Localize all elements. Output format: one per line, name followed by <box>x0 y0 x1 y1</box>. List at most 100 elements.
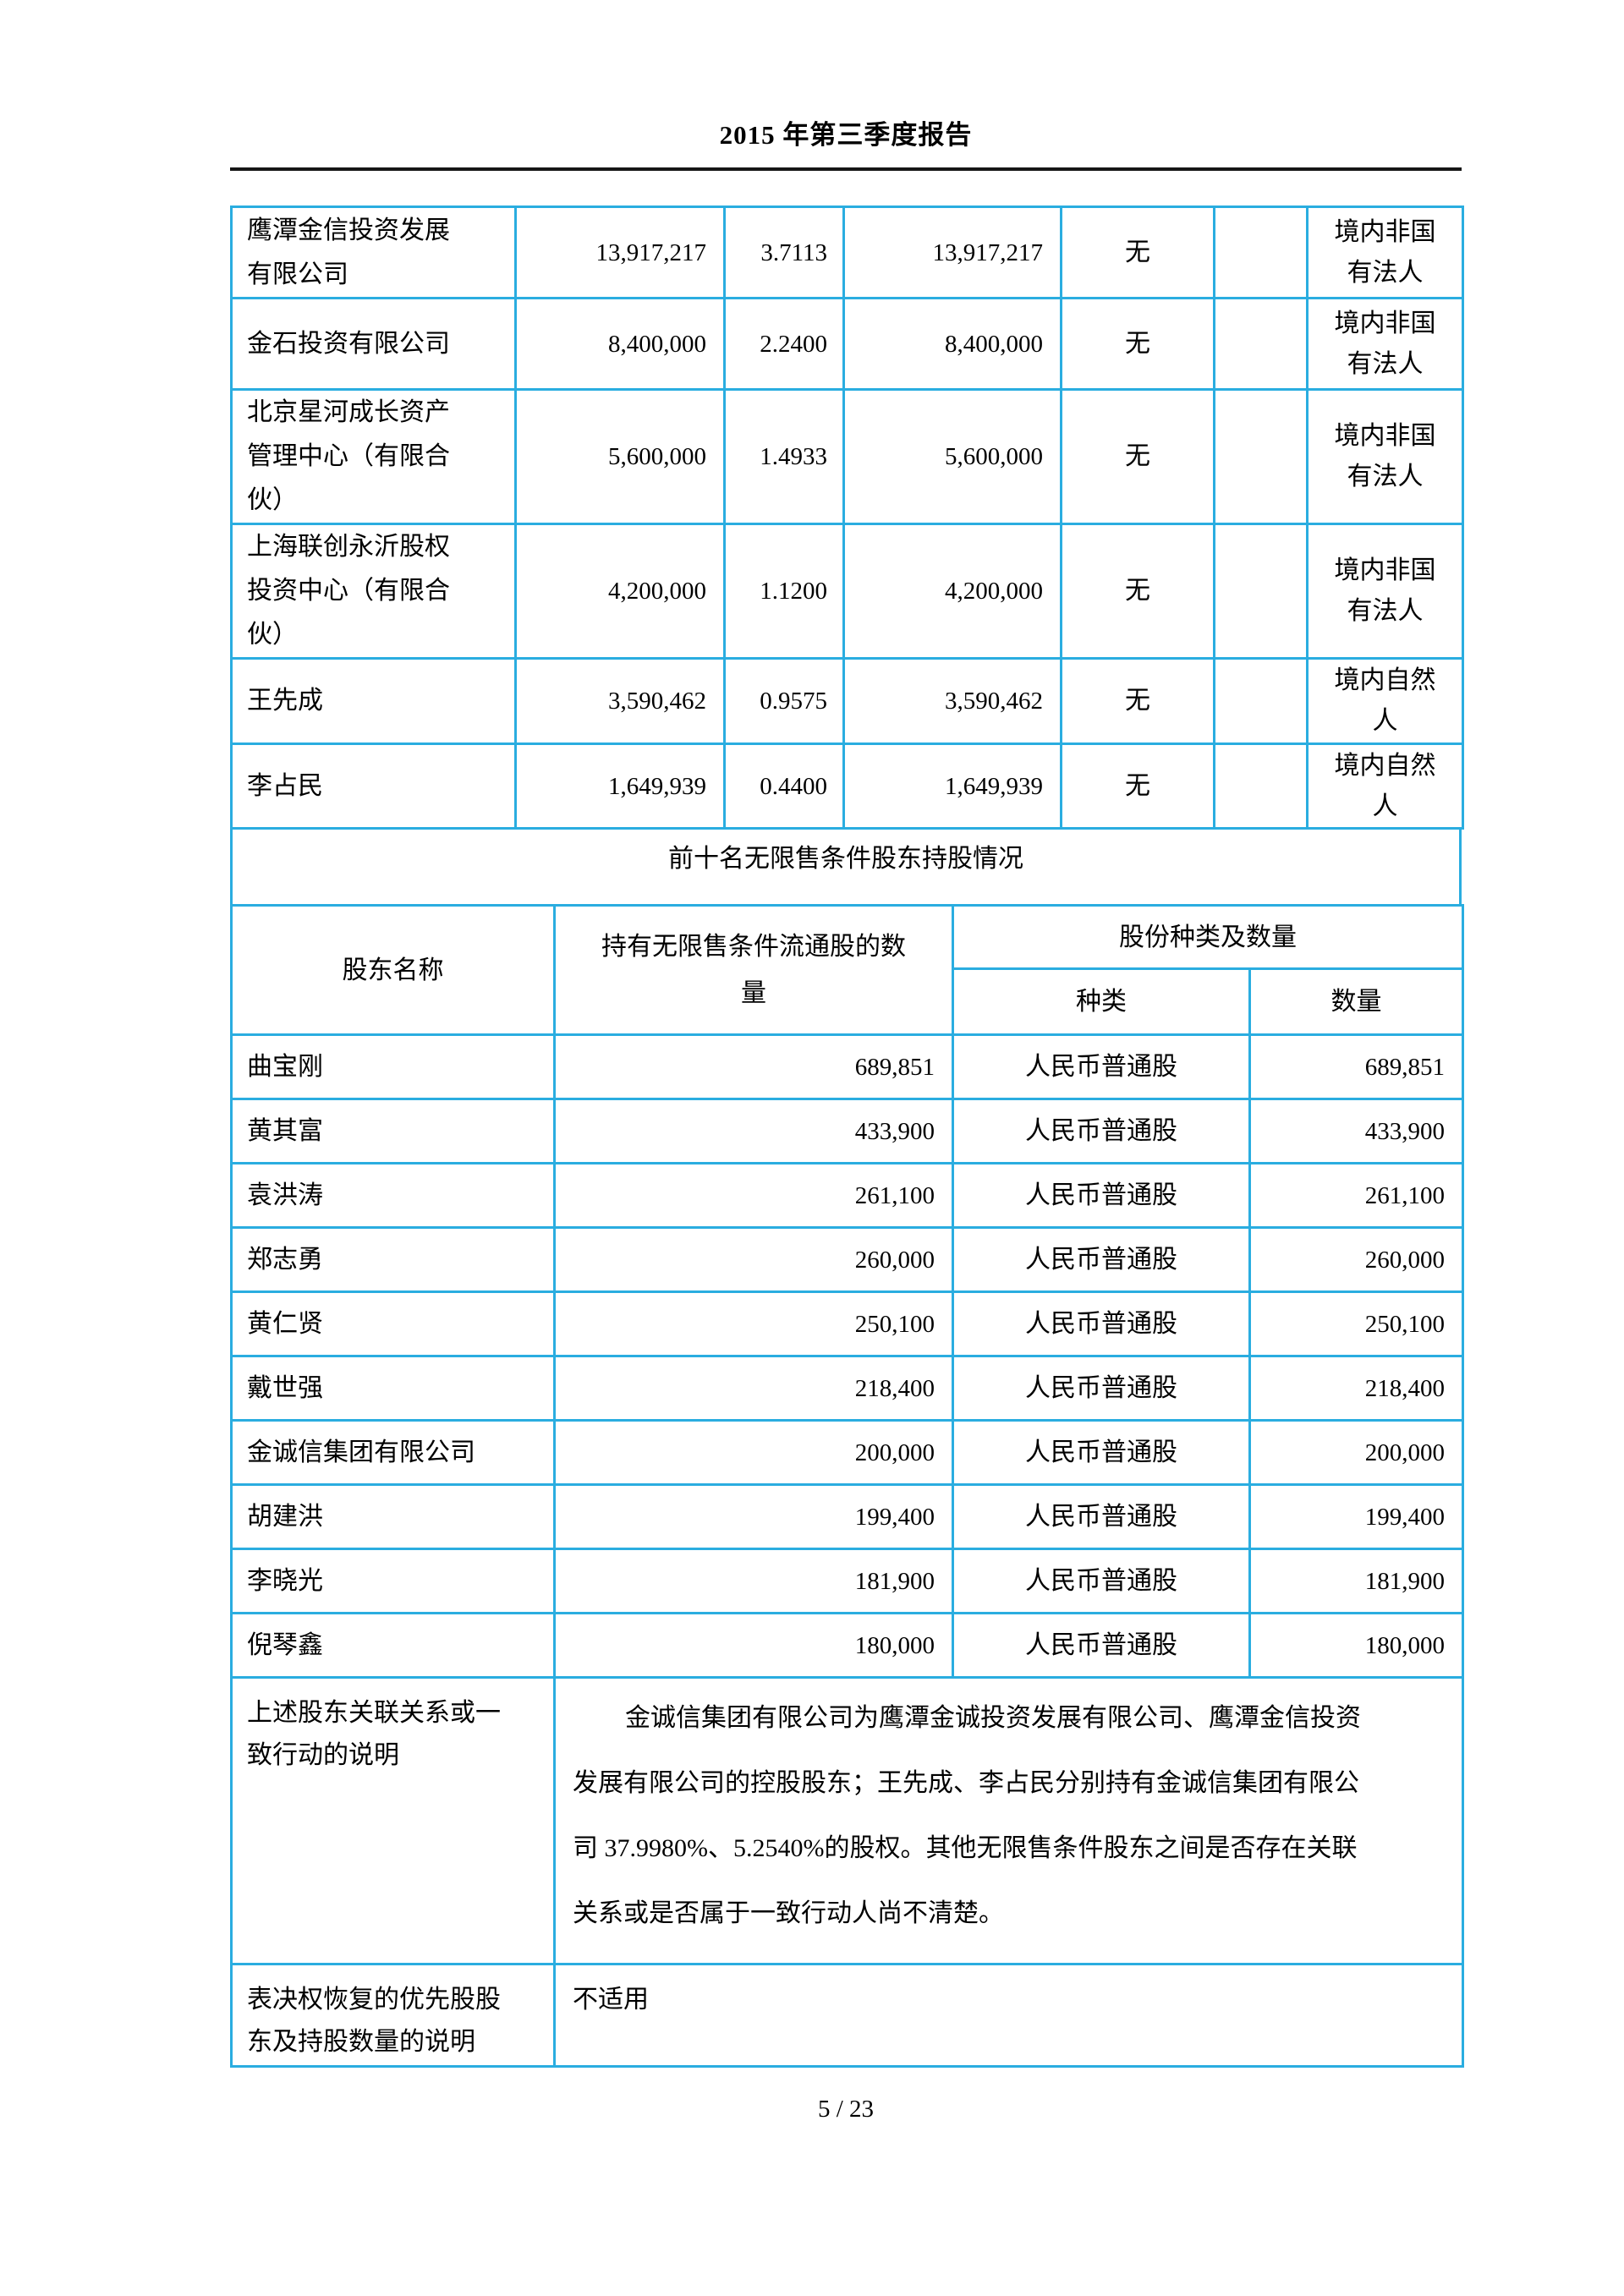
cell-shareholder-name: 鹰潭金信投资发展 有限公司 <box>230 205 517 299</box>
cell-shareholder-name: 北京星河成长资产 管理中心（有限合 伙） <box>230 388 517 525</box>
notes-table: 上述股东关联关系或一 致行动的说明 金诚信集团有限公司为鹰潭金诚投资发展有限公司… <box>230 1676 1464 2068</box>
section-banner-title: 前十名无限售条件股东持股情况 <box>230 827 1462 907</box>
cell-shares-held: 13,917,217 <box>514 205 726 299</box>
table-row: 王先成 3,590,462 0.9575 3,590,462 无 境内自然 人 <box>230 657 1464 745</box>
cell-shares-held: 3,590,462 <box>514 657 726 745</box>
cell-unrestricted-qty: 200,000 <box>553 1419 954 1486</box>
restricted-shareholders-table: 鹰潭金信投资发展 有限公司 13,917,217 3.7113 13,917,2… <box>230 205 1464 830</box>
cell-shareholder-name: 郑志勇 <box>230 1226 556 1293</box>
cell-share-amount: 181,900 <box>1248 1548 1464 1614</box>
cell-shareholder-name: 黄其富 <box>230 1098 556 1164</box>
cell-share-type: 人民币普通股 <box>952 1290 1251 1357</box>
cell-shareholder-name: 黄仁贤 <box>230 1290 556 1357</box>
cell-share-amount: 250,100 <box>1248 1290 1464 1357</box>
cell-pledge-status: 无 <box>1060 297 1215 391</box>
cell-holding-ratio: 0.4400 <box>723 743 845 830</box>
table-row: 郑志勇 260,000 人民币普通股 260,000 <box>230 1226 1464 1293</box>
table-header-row: 股东名称 持有无限售条件流通股的数 量 股份种类及数量 <box>230 904 1464 1036</box>
report-title: 2015 年第三季度报告 <box>719 120 973 150</box>
cell-shareholder-nature: 境内非国 有法人 <box>1306 297 1464 391</box>
cell-shareholder-name: 戴世强 <box>230 1355 556 1422</box>
cell-pledge-qty <box>1213 205 1309 299</box>
header-share-type-group: 股份种类及数量 <box>952 904 1464 970</box>
cell-share-amount: 433,900 <box>1248 1098 1464 1164</box>
cell-shareholder-name: 袁洪涛 <box>230 1162 556 1229</box>
cell-unrestricted-shares: 3,590,462 <box>842 657 1062 745</box>
cell-unrestricted-qty: 181,900 <box>553 1548 954 1614</box>
cell-pledge-qty <box>1213 523 1309 660</box>
cell-pledge-status: 无 <box>1060 657 1215 745</box>
cell-shareholder-name: 金诚信集团有限公司 <box>230 1419 556 1486</box>
table-row: 前十名无限售条件股东持股情况 <box>230 827 1462 907</box>
cell-holding-ratio: 1.4933 <box>723 388 845 525</box>
page-number: 5 / 23 <box>817 2096 875 2123</box>
relation-note-label: 上述股东关联关系或一 致行动的说明 <box>230 1676 556 1965</box>
cell-share-amount: 199,400 <box>1248 1483 1464 1550</box>
table-header-row: 种类 数量 <box>232 967 1464 1036</box>
cell-share-type: 人民币普通股 <box>952 1162 1251 1229</box>
header-share-amount: 数量 <box>1248 967 1464 1036</box>
cell-holding-ratio: 2.2400 <box>723 297 845 391</box>
cell-share-type: 人民币普通股 <box>952 1483 1251 1550</box>
cell-share-type: 人民币普通股 <box>952 1226 1251 1293</box>
cell-shareholder-name: 王先成 <box>230 657 517 745</box>
table-row: 金诚信集团有限公司 200,000 人民币普通股 200,000 <box>230 1419 1464 1486</box>
table-row: 黄其富 433,900 人民币普通股 433,900 <box>230 1098 1464 1164</box>
cell-holding-ratio: 0.9575 <box>723 657 845 745</box>
cell-unrestricted-qty: 180,000 <box>553 1612 954 1679</box>
section-banner: 前十名无限售条件股东持股情况 <box>230 827 1462 907</box>
cell-unrestricted-qty: 689,851 <box>553 1033 954 1100</box>
cell-shares-held: 4,200,000 <box>514 523 726 660</box>
header-share-type: 种类 <box>952 967 1251 1036</box>
cell-shareholder-name: 曲宝刚 <box>230 1033 556 1100</box>
cell-share-type: 人民币普通股 <box>952 1419 1251 1486</box>
cell-unrestricted-qty: 433,900 <box>553 1098 954 1164</box>
header-rule <box>230 167 1462 171</box>
cell-shares-held: 8,400,000 <box>514 297 726 391</box>
cell-share-amount: 218,400 <box>1248 1355 1464 1422</box>
cell-shareholder-nature: 境内自然 人 <box>1306 657 1464 745</box>
cell-unrestricted-shares: 5,600,000 <box>842 388 1062 525</box>
table-row: 黄仁贤 250,100 人民币普通股 250,100 <box>230 1290 1464 1357</box>
cell-unrestricted-shares: 13,917,217 <box>842 205 1062 299</box>
cell-pledge-qty <box>1213 743 1309 830</box>
table-row: 袁洪涛 261,100 人民币普通股 261,100 <box>230 1162 1464 1229</box>
cell-shares-held: 5,600,000 <box>514 388 726 525</box>
cell-share-amount: 200,000 <box>1248 1419 1464 1486</box>
cell-pledge-qty <box>1213 388 1309 525</box>
cell-shareholder-name: 胡建洪 <box>230 1483 556 1550</box>
header-shareholder-name: 股东名称 <box>230 904 556 1036</box>
table-row: 鹰潭金信投资发展 有限公司 13,917,217 3.7113 13,917,2… <box>230 205 1464 299</box>
preferred-note-label: 表决权恢复的优先股股 东及持股数量的说明 <box>230 1963 556 2068</box>
cell-pledge-status: 无 <box>1060 523 1215 660</box>
cell-shareholder-nature: 境内非国 有法人 <box>1306 388 1464 525</box>
cell-share-amount: 260,000 <box>1248 1226 1464 1293</box>
cell-shareholder-name: 倪琴鑫 <box>230 1612 556 1679</box>
cell-pledge-status: 无 <box>1060 388 1215 525</box>
cell-share-amount: 689,851 <box>1248 1033 1464 1100</box>
cell-share-type: 人民币普通股 <box>952 1548 1251 1614</box>
cell-shareholder-nature: 境内非国 有法人 <box>1306 523 1464 660</box>
cell-pledge-status: 无 <box>1060 205 1215 299</box>
cell-unrestricted-qty: 199,400 <box>553 1483 954 1550</box>
table-row: 胡建洪 199,400 人民币普通股 199,400 <box>230 1483 1464 1550</box>
cell-pledge-status: 无 <box>1060 743 1215 830</box>
cell-holding-ratio: 1.1200 <box>723 523 845 660</box>
cell-shareholder-name: 金石投资有限公司 <box>230 297 517 391</box>
unrestricted-shareholders-table: 股东名称 持有无限售条件流通股的数 量 股份种类及数量 种类 数量 曲宝刚 68… <box>230 904 1464 1679</box>
preferred-note-text: 不适用 <box>553 1963 1464 2068</box>
table-row: 李晓光 181,900 人民币普通股 181,900 <box>230 1548 1464 1614</box>
cell-shareholder-name: 上海联创永沂股权 投资中心（有限合 伙） <box>230 523 517 660</box>
cell-shareholder-name: 李晓光 <box>230 1548 556 1614</box>
cell-shareholder-name: 李占民 <box>230 743 517 830</box>
table-row: 上述股东关联关系或一 致行动的说明 金诚信集团有限公司为鹰潭金诚投资发展有限公司… <box>230 1676 1464 1965</box>
relation-note-text: 金诚信集团有限公司为鹰潭金诚投资发展有限公司、鹰潭金信投资 发展有限公司的控股股… <box>553 1676 1464 1965</box>
cell-holding-ratio: 3.7113 <box>723 205 845 299</box>
cell-pledge-qty <box>1213 297 1309 391</box>
shareholder-tables: 鹰潭金信投资发展 有限公司 13,917,217 3.7113 13,917,2… <box>230 205 1464 2068</box>
cell-unrestricted-qty: 260,000 <box>553 1226 954 1293</box>
table-row: 李占民 1,649,939 0.4400 1,649,939 无 境内自然 人 <box>230 743 1464 830</box>
cell-shares-held: 1,649,939 <box>514 743 726 830</box>
cell-unrestricted-qty: 218,400 <box>553 1355 954 1422</box>
